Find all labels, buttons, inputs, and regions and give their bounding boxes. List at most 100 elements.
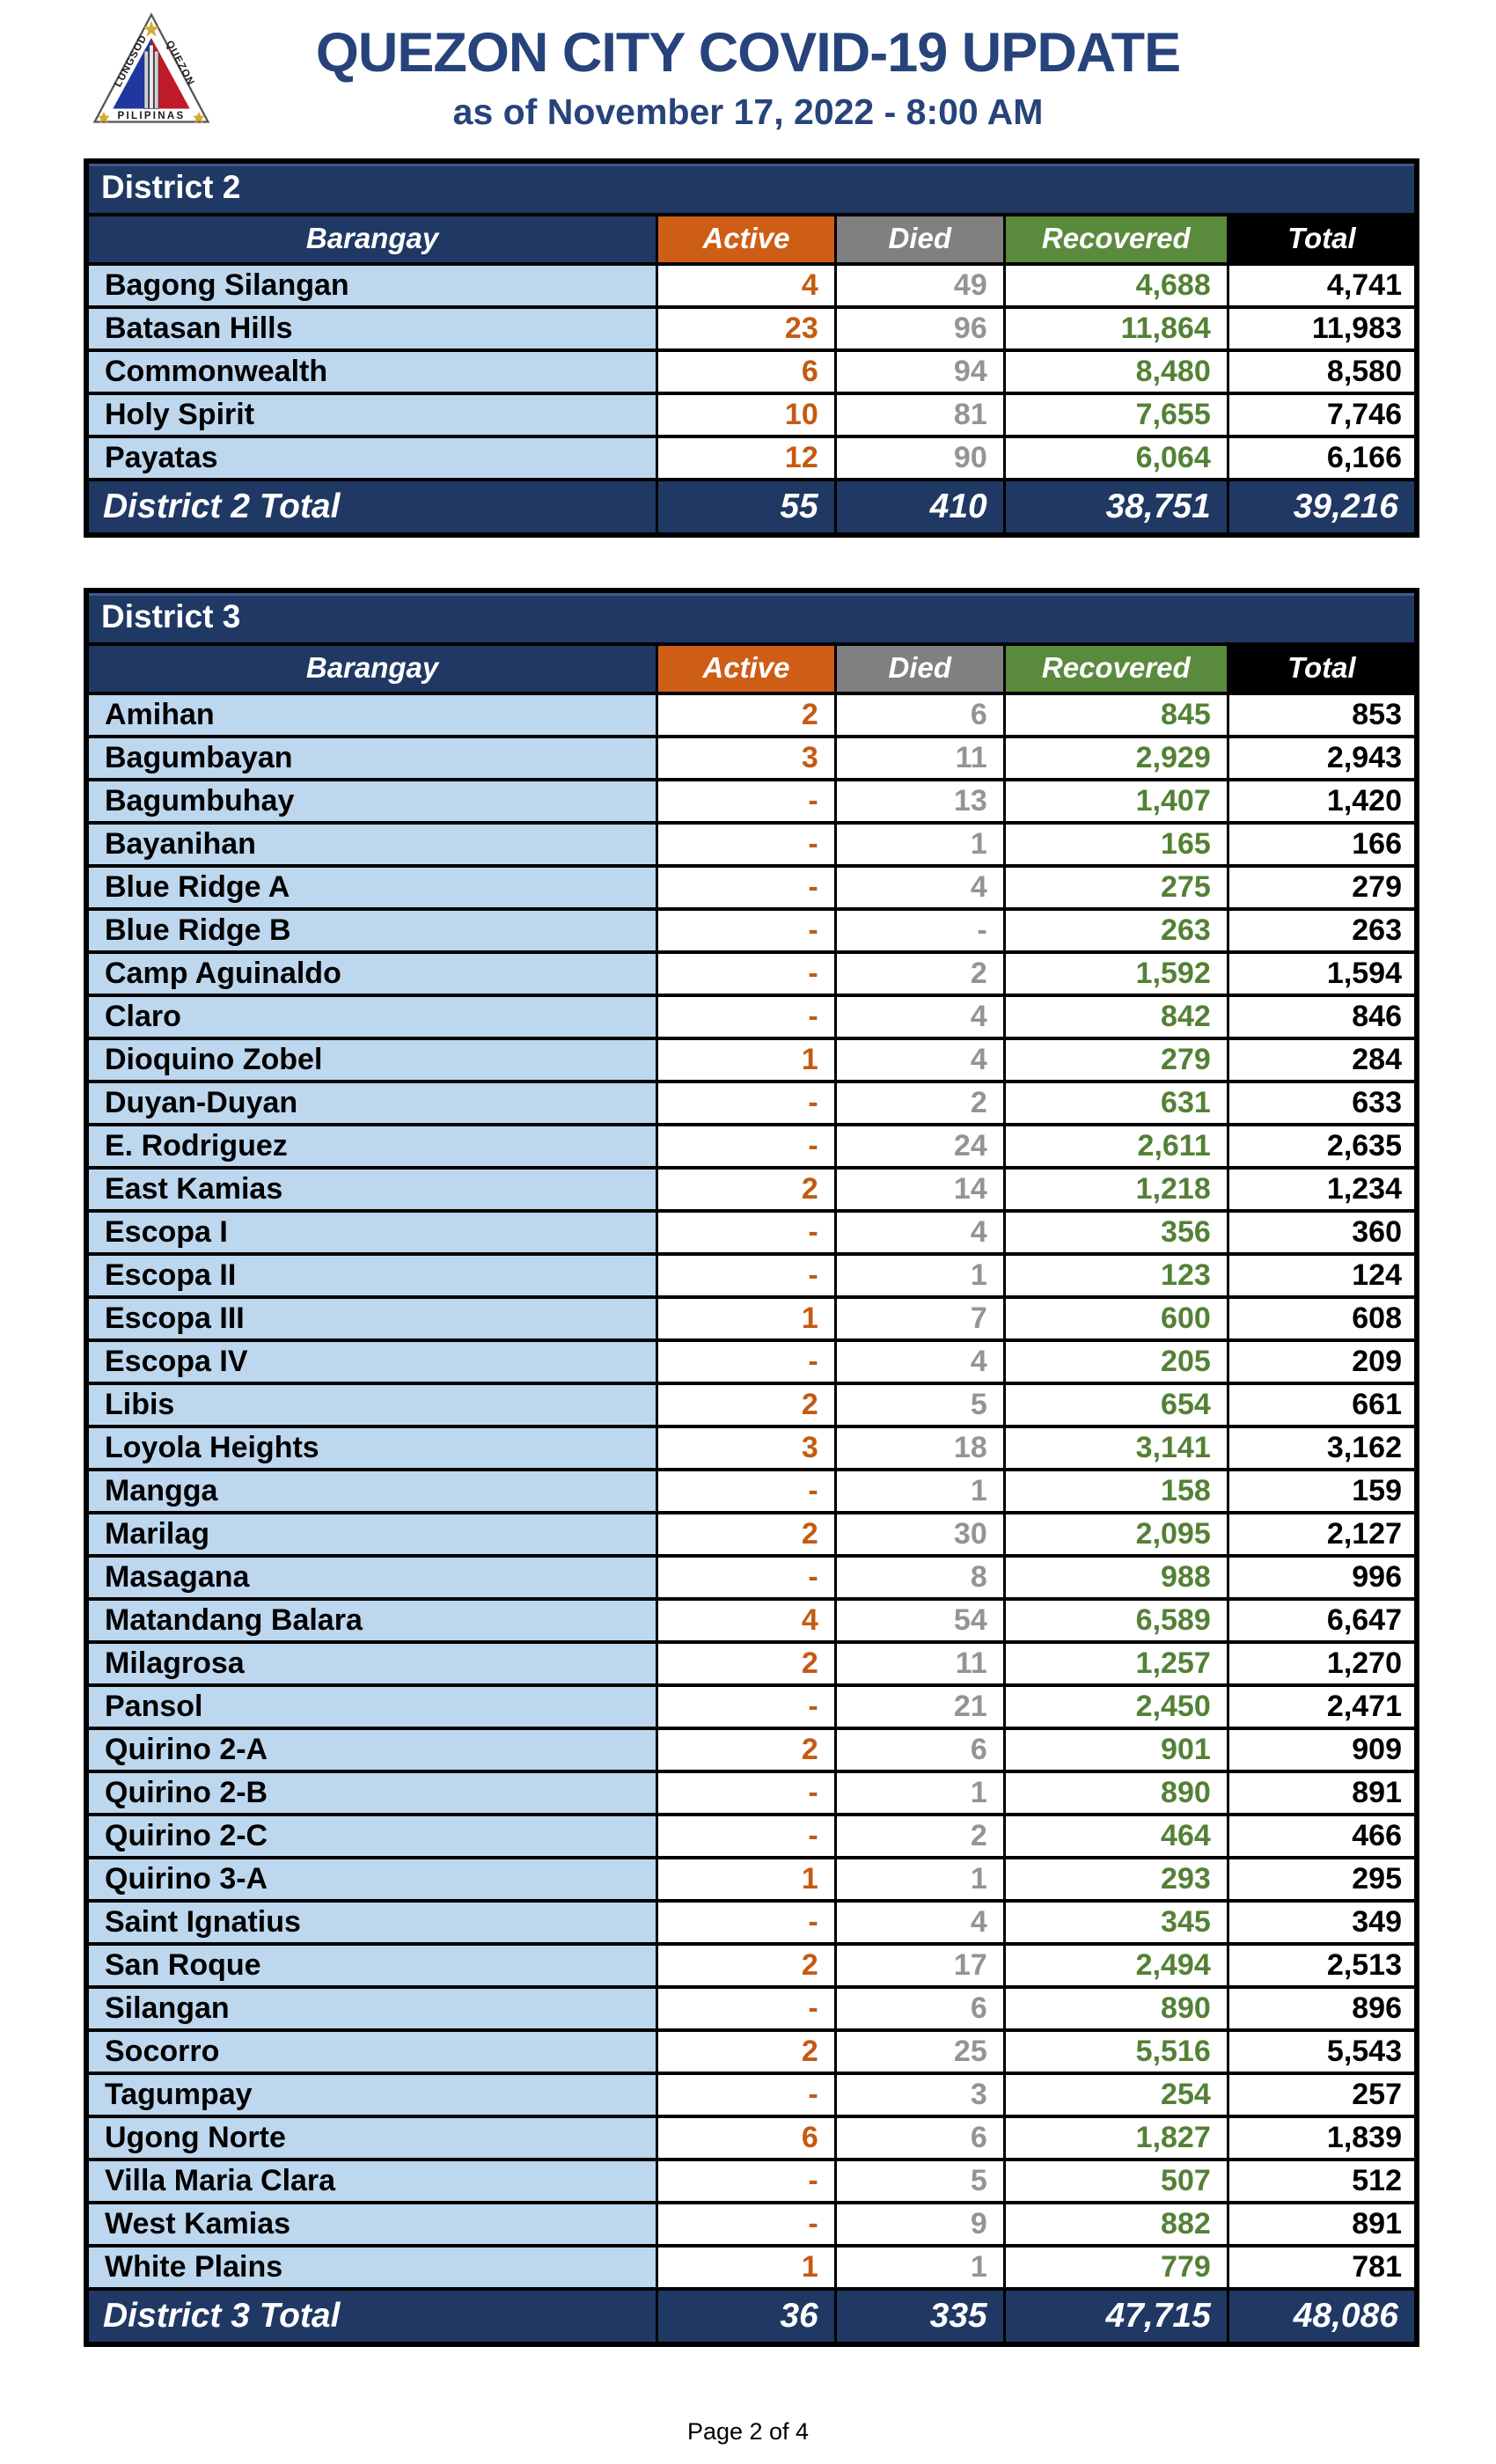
died-cell: 24 [833, 1123, 1006, 1170]
died-cell: 6 [833, 2115, 1006, 2161]
recovered-cell: 6,589 [1002, 1597, 1229, 1644]
barangay-cell: Escopa IV [84, 1338, 659, 1385]
active-cell: - [656, 1683, 837, 1730]
total-cell: 4,741 [1226, 262, 1419, 309]
died-cell: 11 [833, 735, 1006, 781]
column-header-recovered: Recovered [1002, 642, 1229, 695]
barangay-cell: Libis [84, 1382, 659, 1428]
recovered-cell: 158 [1002, 1468, 1229, 1514]
district-3-section: District 3 Barangay Active Died Recovered Tot… [84, 588, 1419, 2347]
table-row: Saint Ignatius -4 345 349 [84, 1899, 1419, 1946]
recovered-cell: 345 [1002, 1899, 1229, 1946]
column-header-active: Active [656, 213, 837, 266]
table-row: Marilag 2 30 2,095 2,127 [84, 1511, 1419, 1558]
active-cell: 4 [656, 262, 837, 309]
recovered-cell: 263 [1002, 907, 1229, 954]
barangay-cell: Dioquino Zobel [84, 1037, 659, 1083]
district-total-active-cell: 36 [656, 2287, 837, 2346]
table-row: Escopa I -4 356 360 [84, 1209, 1419, 1256]
recovered-cell: 11,864 [1002, 305, 1229, 352]
died-cell: - [833, 907, 1006, 954]
district-total-total-cell: 39,216 [1226, 478, 1419, 537]
column-header-active: Active [656, 642, 837, 695]
recovered-cell: 882 [1002, 2201, 1229, 2248]
table-row: Amihan 2 6 845 853 [84, 692, 1419, 738]
active-cell: 1 [656, 2244, 837, 2291]
table-row: Tagumpay -3 254 257 [84, 2072, 1419, 2118]
died-cell: 4 [833, 1209, 1006, 1256]
district-3-table: District 3 Barangay Active Died Recovered Tot… [84, 588, 1419, 2347]
total-cell: 512 [1226, 2158, 1419, 2204]
table-row: Bagong Silangan 4 49 4,688 4,741 [84, 262, 1419, 309]
active-cell: - [656, 2158, 837, 2204]
died-cell: 4 [833, 864, 1006, 911]
barangay-cell: Quirino 2-B [84, 1770, 659, 1816]
active-cell: - [656, 1209, 837, 1256]
page-footer: Page 2 of 4 [0, 2418, 1496, 2446]
active-cell: 2 [656, 1166, 837, 1213]
table-row: Dioquino Zobel 1 4 279 284 [84, 1037, 1419, 1083]
total-cell: 263 [1226, 907, 1419, 954]
total-cell: 5,543 [1226, 2028, 1419, 2075]
table-row: Masagana -8 988 996 [84, 1554, 1419, 1601]
table-row: E. Rodriguez -24 2,611 2,635 [84, 1123, 1419, 1170]
total-cell: 891 [1226, 1770, 1419, 1816]
column-header-total: Total [1226, 642, 1419, 695]
active-cell: 3 [656, 1425, 837, 1471]
total-cell: 7,746 [1226, 392, 1419, 438]
recovered-cell: 356 [1002, 1209, 1229, 1256]
active-cell: 2 [656, 1727, 837, 1773]
table-row: Pansol -21 2,450 2,471 [84, 1683, 1419, 1730]
died-cell: 3 [833, 2072, 1006, 2118]
table-row: Socorro 2 25 5,516 5,543 [84, 2028, 1419, 2075]
barangay-cell: San Roque [84, 1942, 659, 1989]
total-cell: 2,471 [1226, 1683, 1419, 1730]
recovered-cell: 279 [1002, 1037, 1229, 1083]
active-cell: - [656, 2201, 837, 2248]
barangay-cell: Escopa II [84, 1252, 659, 1299]
active-cell: 12 [656, 435, 837, 481]
active-cell: - [656, 864, 837, 911]
recovered-cell: 3,141 [1002, 1425, 1229, 1471]
active-cell: - [656, 1123, 837, 1170]
table-row: Bagumbayan 3 11 2,929 2,943 [84, 735, 1419, 781]
died-cell: 2 [833, 950, 1006, 997]
recovered-cell: 779 [1002, 2244, 1229, 2291]
recovered-cell: 600 [1002, 1295, 1229, 1342]
recovered-cell: 205 [1002, 1338, 1229, 1385]
recovered-cell: 7,655 [1002, 392, 1229, 438]
recovered-cell: 5,516 [1002, 2028, 1229, 2075]
total-cell: 2,635 [1226, 1123, 1419, 1170]
total-cell: 6,166 [1226, 435, 1419, 481]
recovered-cell: 845 [1002, 692, 1229, 738]
active-cell: 4 [656, 1597, 837, 1644]
active-cell: - [656, 1554, 837, 1601]
barangay-cell: Quirino 3-A [84, 1856, 659, 1903]
recovered-cell: 654 [1002, 1382, 1229, 1428]
column-header-row: Barangay Active Died Recovered Total [84, 642, 1419, 695]
total-cell: 1,594 [1226, 950, 1419, 997]
barangay-cell: Matandang Balara [84, 1597, 659, 1644]
recovered-cell: 842 [1002, 994, 1229, 1040]
district-total-total-cell: 48,086 [1226, 2287, 1419, 2346]
table-row: West Kamias -9 882 891 [84, 2201, 1419, 2248]
barangay-cell: Duyan-Duyan [84, 1080, 659, 1126]
total-cell: 1,839 [1226, 2115, 1419, 2161]
recovered-cell: 2,450 [1002, 1683, 1229, 1730]
table-row: Ugong Norte 6 6 1,827 1,839 [84, 2115, 1419, 2161]
died-cell: 5 [833, 2158, 1006, 2204]
recovered-cell: 165 [1002, 821, 1229, 868]
total-cell: 166 [1226, 821, 1419, 868]
total-cell: 3,162 [1226, 1425, 1419, 1471]
died-cell: 1 [833, 1252, 1006, 1299]
active-cell: - [656, 1813, 837, 1859]
barangay-cell: West Kamias [84, 2201, 659, 2248]
active-cell: 2 [656, 1942, 837, 1989]
active-cell: - [656, 950, 837, 997]
active-cell: - [656, 1985, 837, 2032]
died-cell: 1 [833, 1856, 1006, 1903]
died-cell: 17 [833, 1942, 1006, 1989]
total-cell: 846 [1226, 994, 1419, 1040]
table-row: Holy Spirit 10 81 7,655 7,746 [84, 392, 1419, 438]
died-cell: 1 [833, 1770, 1006, 1816]
